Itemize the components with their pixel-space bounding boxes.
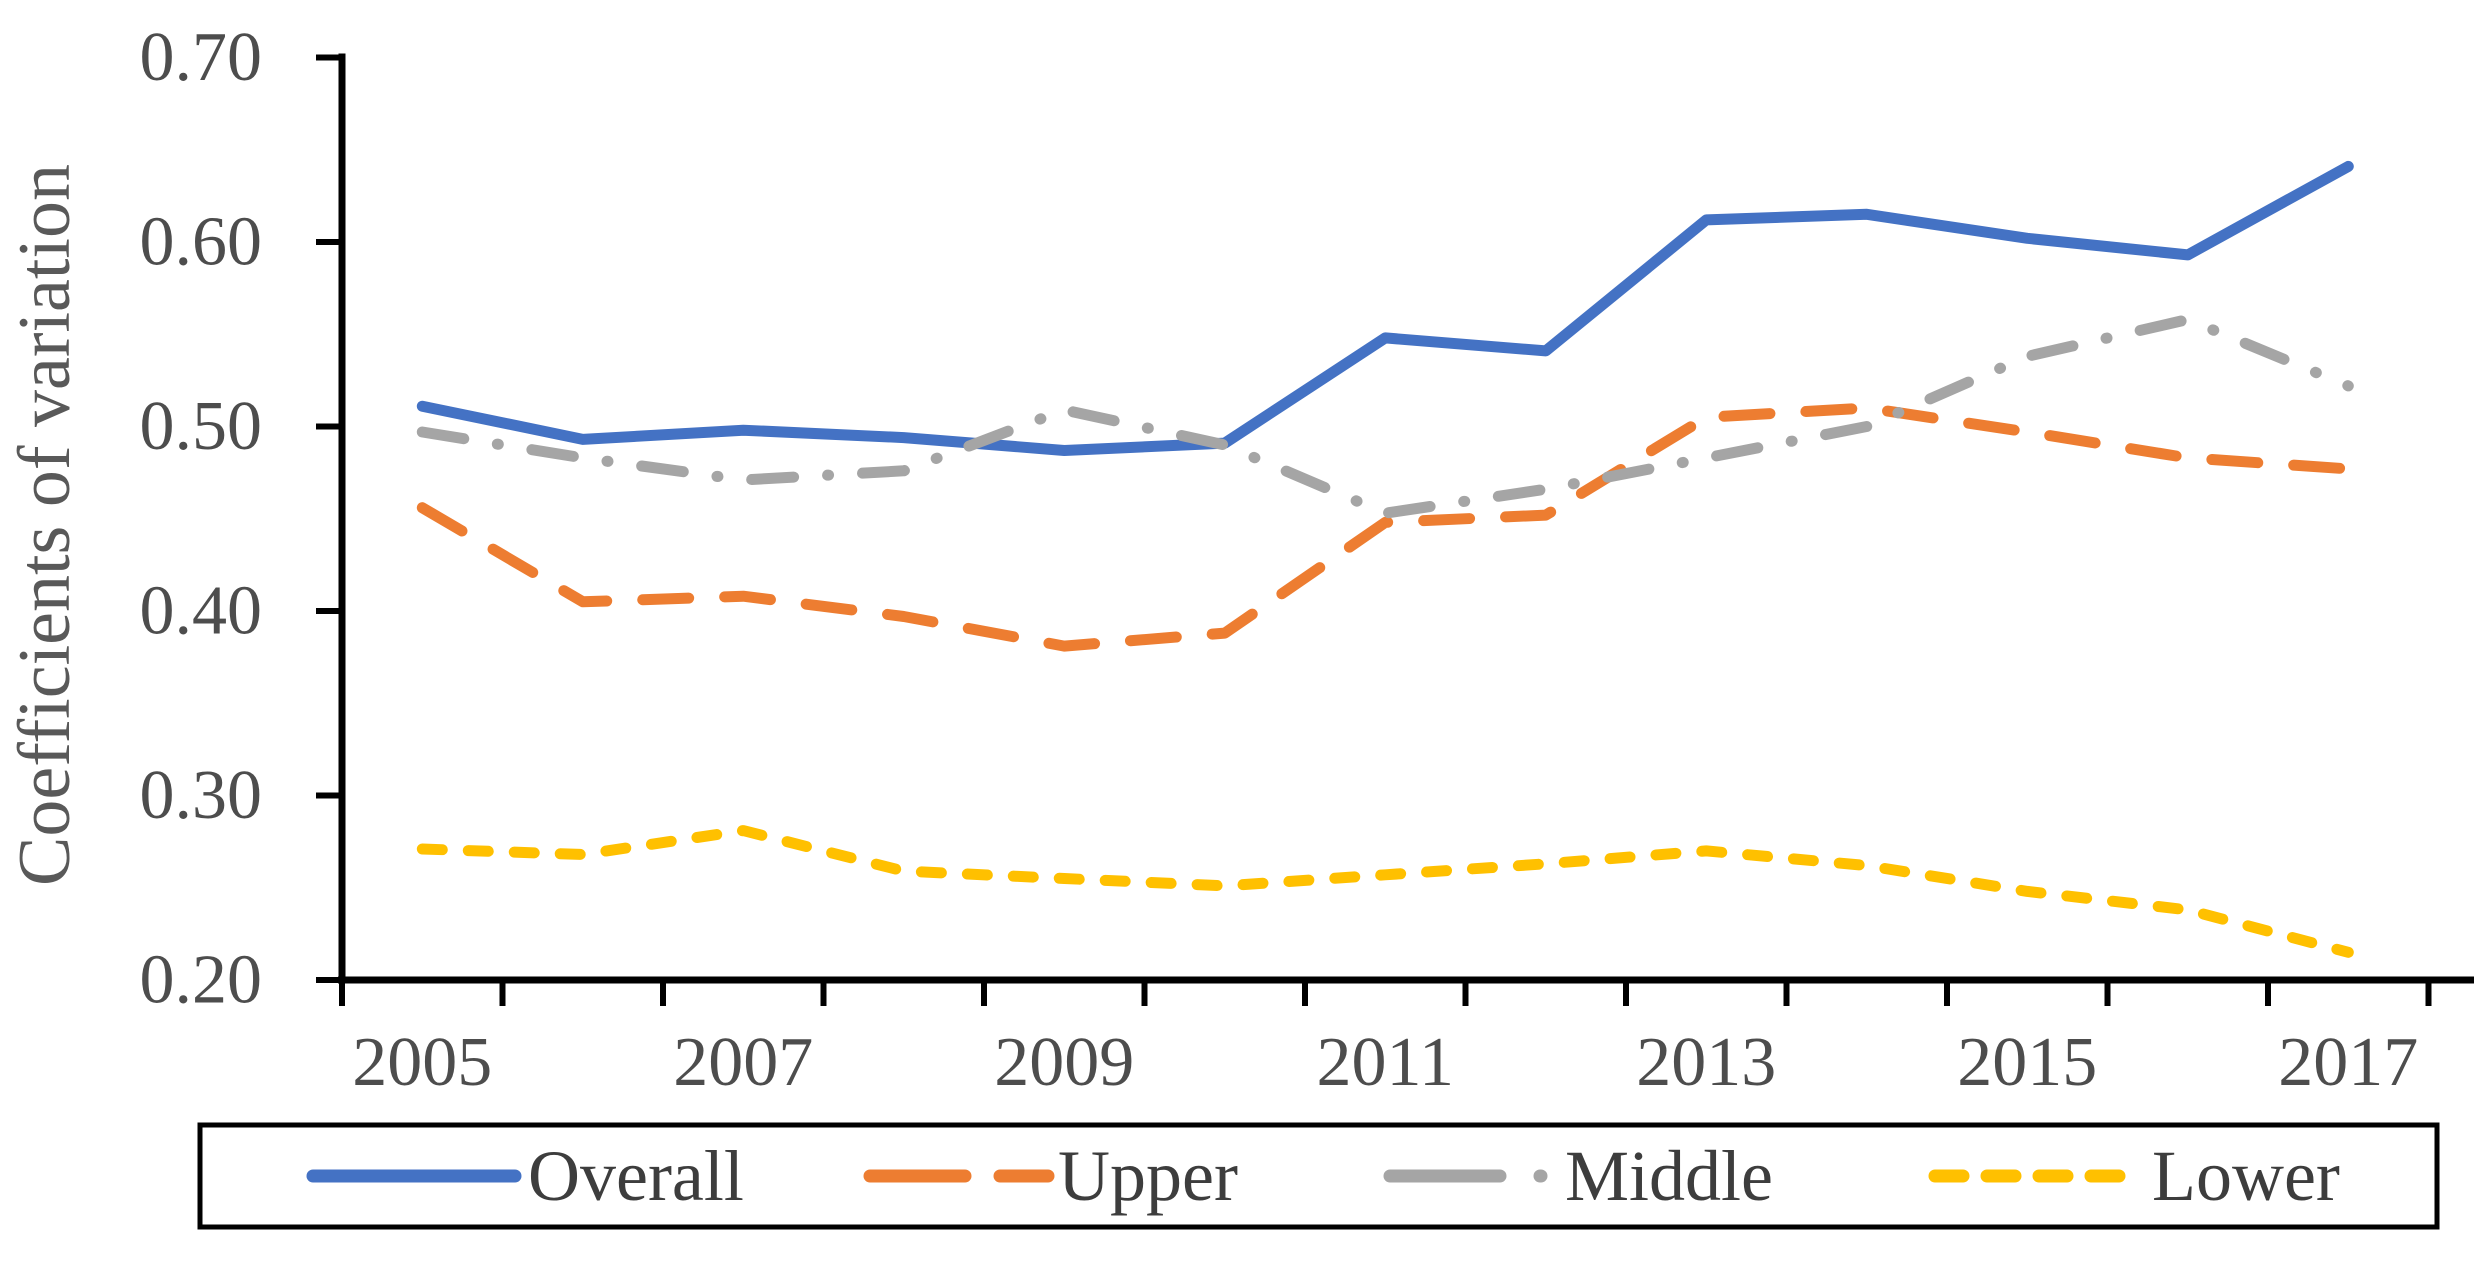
series-line-overall <box>416 160 2354 456</box>
legend-label-upper: Upper <box>1058 1136 1238 1216</box>
legend-label-overall: Overall <box>528 1136 744 1216</box>
y-tick-label: 0.50 <box>140 388 263 465</box>
legend-item-upper: Upper <box>863 1136 1238 1216</box>
y-tick-label: 0.70 <box>140 19 263 96</box>
x-tick-label: 2009 <box>994 1024 1134 1101</box>
x-tick-label: 2015 <box>1957 1024 2097 1101</box>
legend-group: Overall Upper Middle Lower <box>197 1122 2440 1230</box>
y-tick-label: 0.30 <box>140 757 263 834</box>
x-tick-label: 2005 <box>352 1024 492 1101</box>
x-tick-labels-group: 2005 2007 2009 2011 2013 2015 2017 <box>352 1024 2418 1101</box>
x-tick-label: 2011 <box>1317 1024 1454 1101</box>
legend-item-lower: Lower <box>1928 1136 2340 1216</box>
y-tick-label: 0.40 <box>140 573 263 650</box>
x-tick-label: 2013 <box>1636 1024 1776 1101</box>
axes-group <box>316 53 2474 1006</box>
x-tick-label: 2007 <box>673 1024 813 1101</box>
y-tick-label: 0.20 <box>140 942 263 1019</box>
series-line-middle <box>416 314 2354 519</box>
series-group <box>416 160 2354 958</box>
series-line-upper <box>416 402 2354 652</box>
x-tick-label: 2017 <box>2278 1024 2418 1101</box>
legend-label-lower: Lower <box>2152 1136 2340 1216</box>
y-tick-label: 0.60 <box>140 204 263 281</box>
series-line-lower <box>416 825 2354 958</box>
legend-item-overall: Overall <box>306 1136 744 1216</box>
y-tick-labels-group: 0.70 0.60 0.50 0.40 0.30 0.20 <box>140 19 263 1019</box>
legend-label-middle: Middle <box>1565 1136 1773 1216</box>
y-axis-title: Coefficients of variation <box>4 164 86 886</box>
legend-item-middle: Middle <box>1383 1136 1773 1216</box>
